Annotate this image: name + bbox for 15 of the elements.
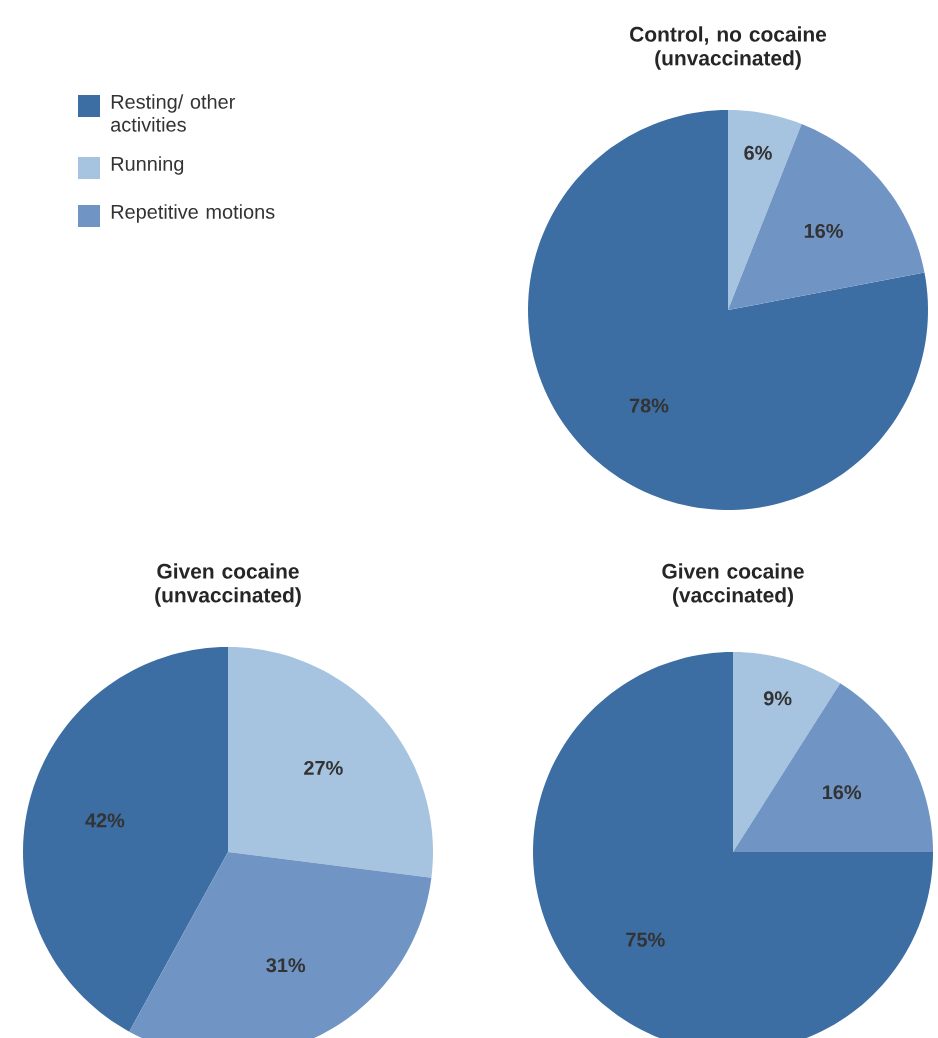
data-label: 75% — [626, 932, 665, 947]
data-label: 16% — [822, 785, 862, 800]
legend-label: Repetitive motions — [111, 204, 275, 223]
chart-title: Given cocaine (vaccinated) — [662, 563, 804, 607]
chart-title: Given cocaine (unvaccinated) — [155, 563, 301, 607]
data-label: 42% — [85, 813, 125, 828]
data-label: 31% — [266, 958, 306, 973]
legend-label: Running — [111, 156, 184, 175]
chart-title: Control, no cocaine (unvaccinated) — [630, 26, 827, 70]
data-label: 78% — [629, 398, 669, 413]
data-label: 6% — [744, 145, 772, 160]
data-label: 16% — [804, 223, 843, 238]
data-label: 27% — [304, 760, 343, 775]
legend-label: Resting/ other activities — [111, 94, 235, 132]
data-label: 9% — [763, 691, 792, 706]
